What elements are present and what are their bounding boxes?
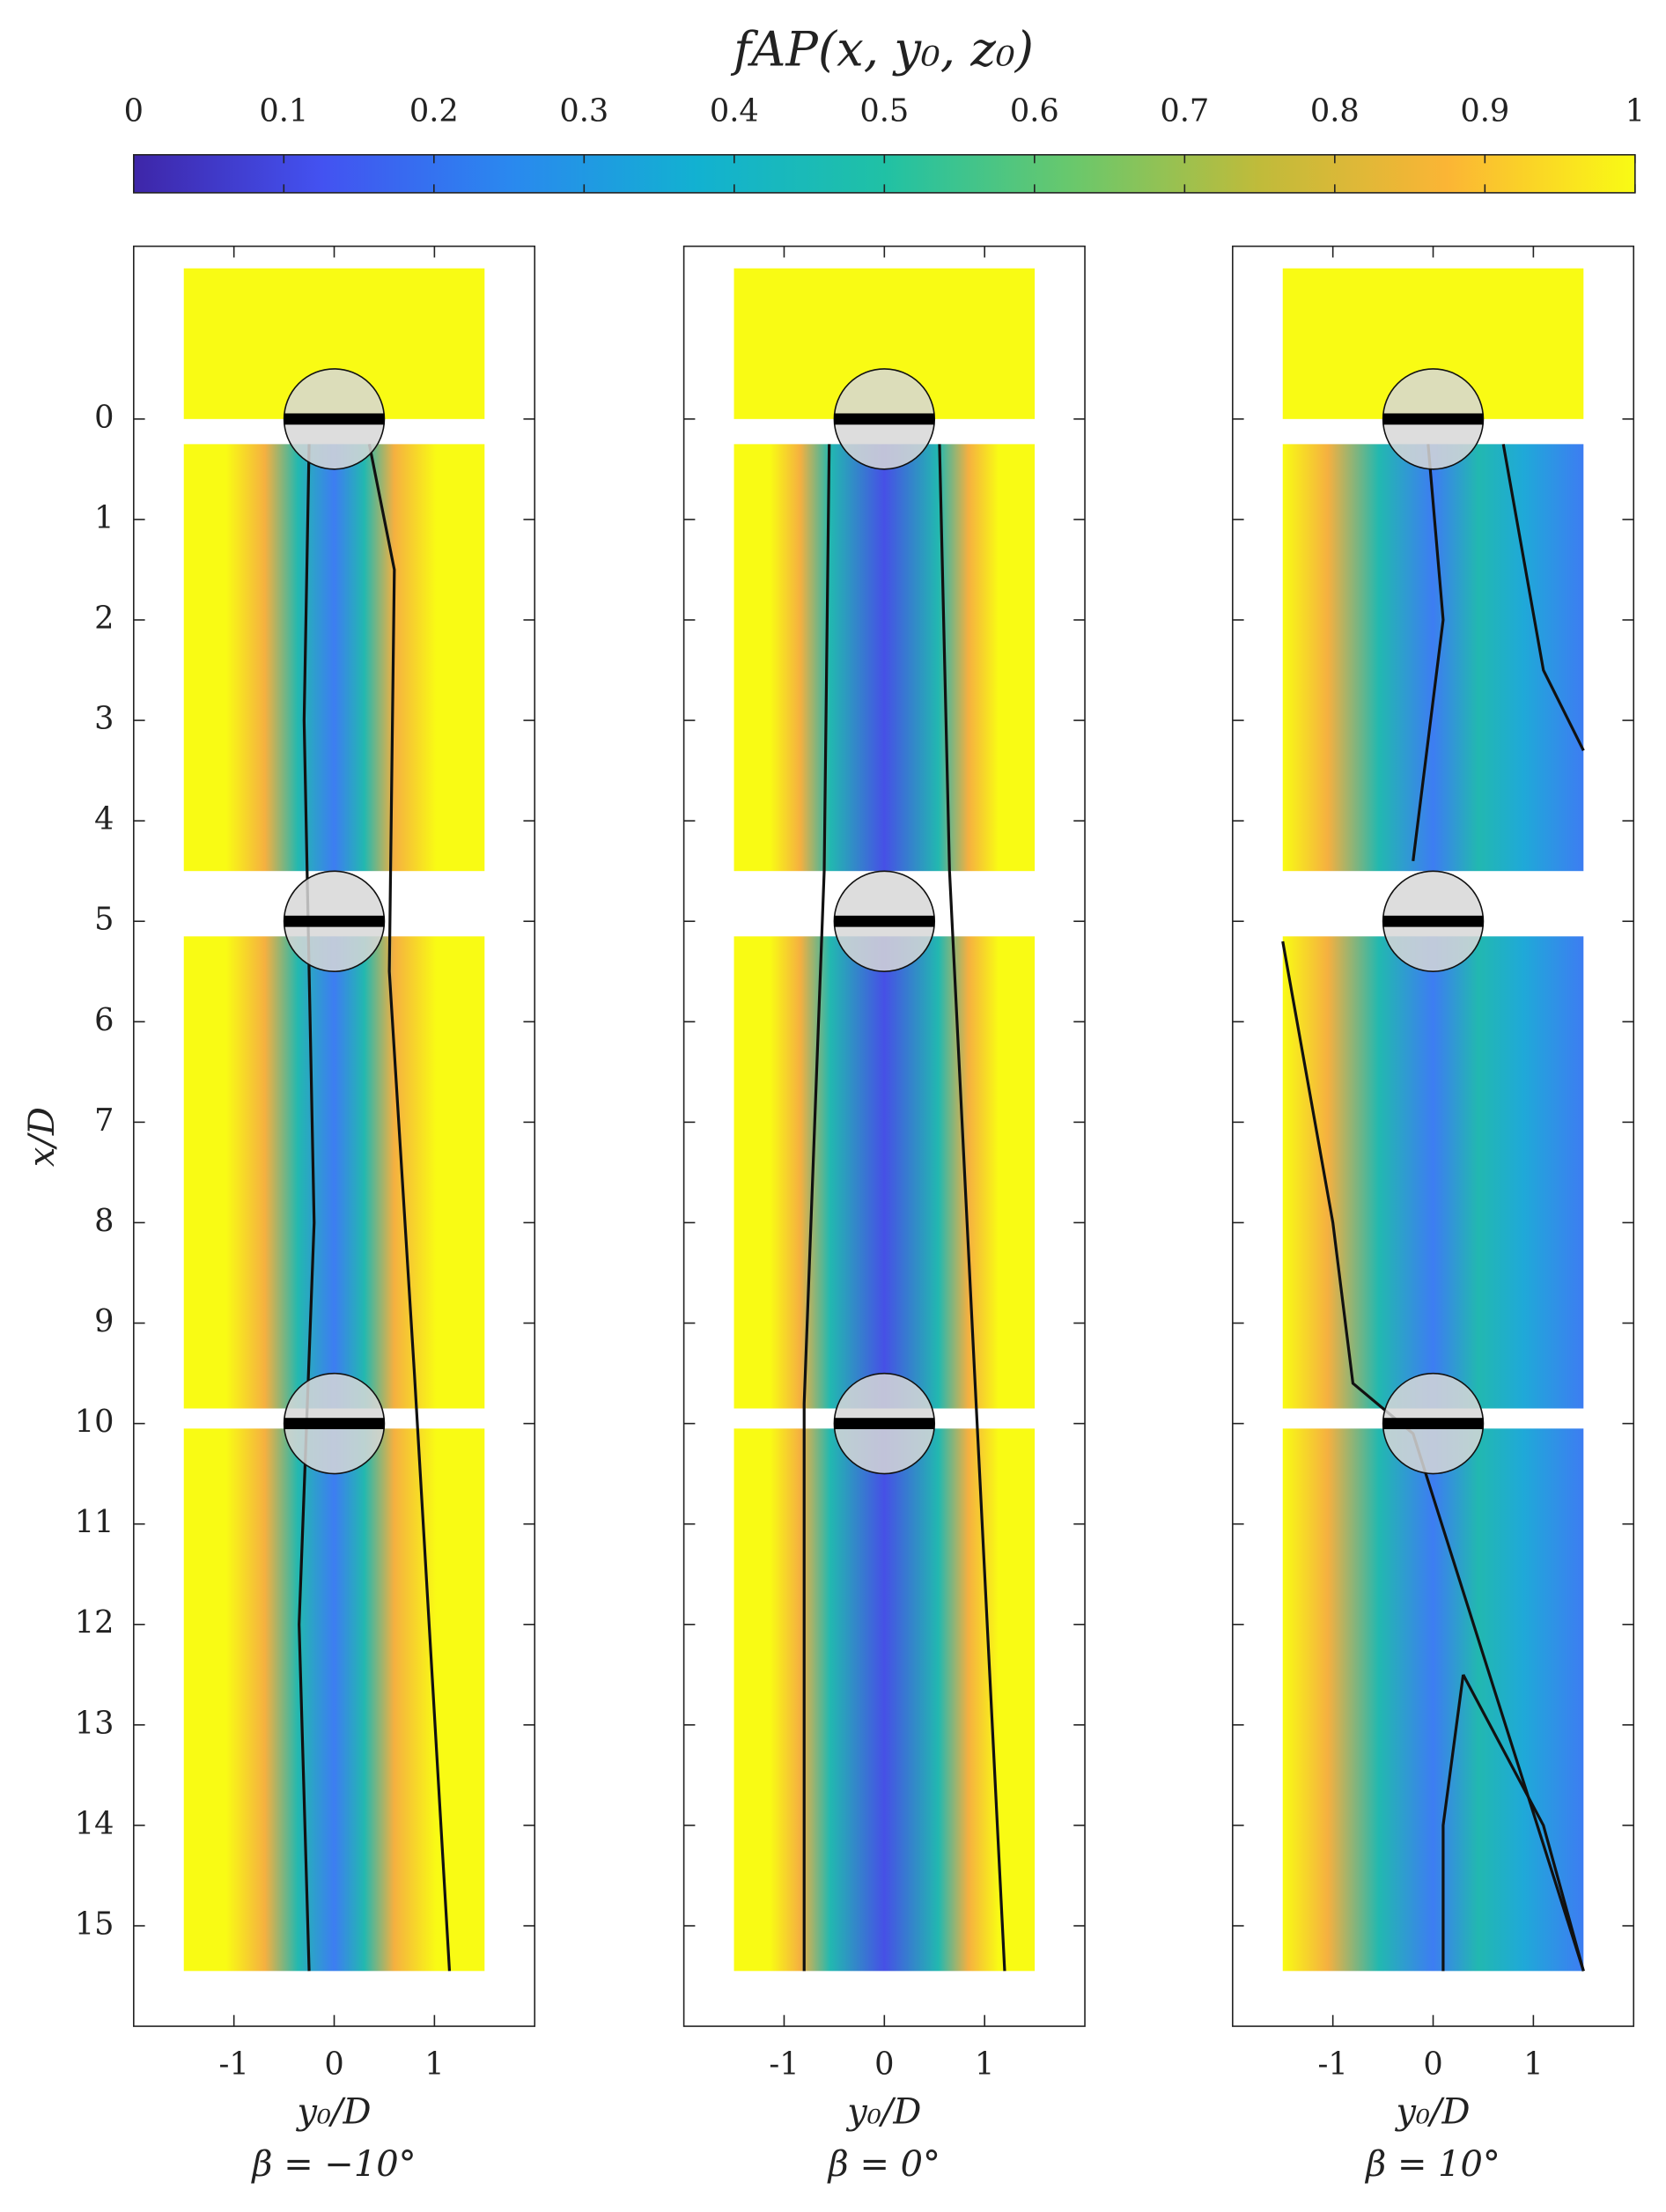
contour-line <box>1281 940 1585 1972</box>
colorbar-tick-label: 0.8 <box>1310 92 1360 129</box>
y-tick-label: 8 <box>94 1203 114 1239</box>
panel-subtitle: β = −10° <box>250 2144 416 2185</box>
turbine-rotor <box>284 413 385 425</box>
colorbar-tick-label: 0.3 <box>559 92 608 129</box>
x-tick-label: 0 <box>324 2046 343 2082</box>
x-axis-label: y₀/D <box>295 2092 371 2133</box>
x-tick-label: 1 <box>975 2046 994 2082</box>
panel-subtitle: β = 0° <box>827 2144 940 2185</box>
heatmap <box>183 268 485 1972</box>
y-tick-label: 3 <box>94 701 114 737</box>
colorbar-tick-label: 1 <box>1625 92 1645 129</box>
panel-subtitle: β = 10° <box>1364 2144 1500 2185</box>
field <box>183 1428 485 1972</box>
y-axis-label: x/D <box>22 1107 63 1167</box>
y-tick-label: 13 <box>75 1705 114 1741</box>
x-axis-label: y₀/D <box>845 2092 921 2133</box>
y-tick-label: 9 <box>94 1303 114 1339</box>
x-tick-label: -1 <box>1318 2046 1348 2082</box>
y-tick-label: 12 <box>75 1604 114 1641</box>
contour-line <box>1441 1674 1465 1972</box>
y-tick-label: 10 <box>75 1404 114 1440</box>
x-tick-label: 0 <box>1423 2046 1442 2082</box>
turbine-rotor <box>1382 1418 1484 1430</box>
y-tick-label: 2 <box>94 601 114 637</box>
colorbar-tick-label: 0.4 <box>710 92 759 129</box>
y-tick-label: 11 <box>75 1504 114 1540</box>
contour-line <box>1462 1674 1585 1972</box>
contour-line <box>1412 444 1445 861</box>
field <box>1282 936 1584 1409</box>
field <box>183 936 485 1409</box>
turbine-rotor <box>1382 413 1484 425</box>
y-tick-label: 14 <box>75 1805 114 1841</box>
contour-line <box>802 444 831 1972</box>
x-tick-label: 0 <box>874 2046 894 2082</box>
y-tick-label: 5 <box>94 902 114 938</box>
contour-line <box>938 444 1006 1972</box>
colorbar-tick-label: 0.7 <box>1160 92 1209 129</box>
field <box>183 444 485 872</box>
colorbar-tick-label: 0 <box>124 92 144 129</box>
y-tick-label: 4 <box>94 801 114 837</box>
contour-line <box>298 444 316 1972</box>
colorbar-tick-label: 0.2 <box>409 92 459 129</box>
contour-line <box>367 444 452 1972</box>
x-tick-label: -1 <box>769 2046 799 2082</box>
colorbar-tick-label: 0.9 <box>1460 92 1509 129</box>
x-axis-label: y₀/D <box>1395 2092 1471 2133</box>
turbine-rotor <box>834 413 935 425</box>
x-tick-label: 1 <box>1523 2046 1543 2082</box>
colorbar-tick-label: 0.5 <box>859 92 909 129</box>
heatmap <box>733 268 1036 1972</box>
colorbar-label: fAP(x, y₀, z₀) <box>730 22 1034 77</box>
y-tick-label: 6 <box>94 1002 114 1038</box>
turbine-rotor <box>284 915 385 927</box>
colorbar-tick-label: 0.1 <box>259 92 308 129</box>
field <box>1282 1428 1584 1972</box>
contour-line <box>1501 444 1585 752</box>
turbine-rotor <box>834 915 935 927</box>
turbine-rotor <box>284 1418 385 1430</box>
field <box>733 1428 1036 1972</box>
field <box>733 444 1036 872</box>
field <box>733 936 1036 1409</box>
y-tick-label: 15 <box>75 1906 114 1942</box>
colorbar-tick-label: 0.6 <box>1010 92 1059 129</box>
turbine-rotor <box>1382 915 1484 927</box>
y-tick-label: 0 <box>94 399 114 435</box>
x-tick-label: 1 <box>424 2046 444 2082</box>
y-tick-label: 1 <box>94 499 114 535</box>
x-tick-label: -1 <box>219 2046 249 2082</box>
heatmap <box>1281 268 1585 1972</box>
turbine-rotor <box>834 1418 935 1430</box>
y-tick-label: 7 <box>94 1102 114 1139</box>
